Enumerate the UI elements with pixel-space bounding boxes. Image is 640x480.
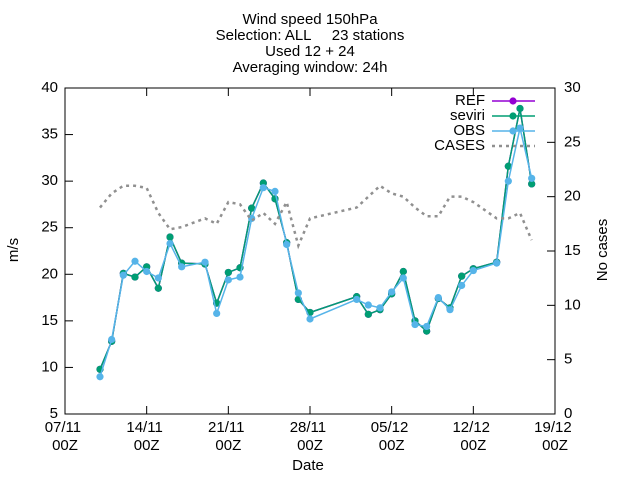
y-tick-label: 15	[41, 312, 58, 329]
y2-tick-label: 30	[564, 79, 581, 96]
data-point	[469, 266, 477, 275]
data-point	[364, 301, 372, 309]
legend-label: CASES	[434, 137, 485, 154]
data-point	[271, 187, 279, 195]
x-tick-label: 19/12 00Z	[534, 419, 576, 454]
series-line	[99, 127, 533, 377]
legend-label: REF	[455, 92, 485, 109]
data-point	[306, 315, 314, 323]
y2-tick-label: 10	[564, 296, 581, 313]
data-point	[528, 180, 536, 188]
data-point	[364, 310, 372, 318]
legend-marker	[509, 127, 517, 135]
data-point	[458, 281, 466, 290]
x-tick-label: 12/12 00Z	[452, 419, 494, 454]
data-point	[283, 240, 291, 249]
data-point	[353, 295, 361, 304]
y-tick-label: 40	[41, 79, 58, 96]
y2-tick-label: 15	[564, 242, 581, 259]
x-axis-label: Date	[292, 457, 324, 474]
legend-label: seviri	[450, 107, 485, 124]
x-tick-label: 21/11 00Z	[208, 419, 249, 454]
data-point	[154, 284, 162, 292]
y-tick-label: 30	[41, 172, 58, 189]
legend-marker	[509, 97, 517, 105]
data-point	[166, 233, 174, 241]
data-point	[119, 271, 127, 279]
y-tick-label: 35	[41, 126, 58, 143]
y2-tick-label: 25	[564, 133, 581, 150]
data-point	[399, 274, 407, 282]
data-point	[166, 239, 174, 248]
data-point	[376, 304, 384, 312]
chart-title: Selection: ALL 23 stations	[216, 27, 405, 44]
y2-axis-label: No cases	[594, 219, 611, 282]
y2-tick-label: 20	[564, 188, 581, 205]
series-line	[99, 184, 533, 250]
data-point	[504, 177, 512, 185]
data-point	[108, 335, 116, 344]
data-point	[434, 293, 442, 302]
y-tick-label: 10	[41, 358, 58, 375]
data-point	[154, 274, 162, 282]
data-point	[294, 289, 302, 297]
x-tick-label: 28/11 00Z	[290, 419, 331, 454]
data-point	[399, 267, 407, 276]
data-point	[178, 263, 186, 271]
y-tick-label: 20	[41, 265, 58, 282]
y2-tick-label: 0	[564, 405, 572, 422]
chart-title: Used 12 + 24	[265, 43, 355, 60]
data-point	[516, 104, 524, 113]
data-point	[213, 309, 221, 318]
data-point	[528, 174, 536, 182]
data-point	[504, 162, 512, 170]
data-point	[446, 306, 454, 314]
legend-marker	[509, 112, 517, 120]
legend-label: OBS	[453, 122, 485, 139]
data-point	[201, 258, 209, 266]
y-axis-label: m/s	[5, 238, 22, 262]
chart-title: Wind speed 150hPa	[242, 11, 378, 28]
data-point	[458, 272, 466, 280]
x-tick-label: 05/12 00Z	[371, 419, 413, 454]
data-point	[411, 320, 419, 329]
data-point	[493, 259, 501, 267]
data-point	[388, 288, 396, 296]
y-tick-label: 5	[50, 405, 58, 422]
data-point	[516, 124, 524, 132]
y2-tick-label: 5	[564, 351, 572, 368]
chart-title: Averaging window: 24h	[233, 59, 388, 76]
data-point	[224, 276, 232, 284]
data-point	[259, 184, 267, 192]
data-point	[131, 273, 139, 281]
data-point	[96, 373, 104, 381]
data-point	[131, 257, 139, 265]
y-tick-label: 25	[41, 219, 58, 236]
data-point	[423, 322, 431, 331]
data-point	[143, 267, 151, 276]
x-tick-label: 14/11 00Z	[126, 419, 167, 454]
x-tick-label: 07/11 00Z	[45, 419, 86, 454]
data-point	[236, 273, 244, 281]
data-point	[224, 268, 232, 277]
data-point	[248, 204, 256, 212]
